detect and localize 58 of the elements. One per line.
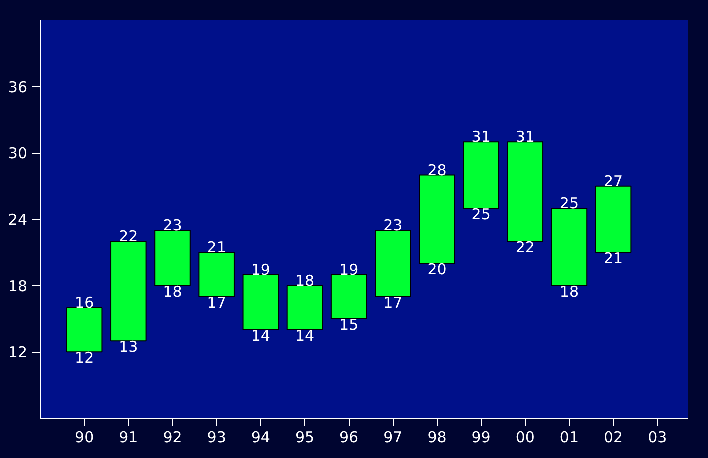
- x-tick-label: 91: [119, 428, 138, 446]
- x-tick-label: 97: [384, 428, 403, 446]
- annotation: 23: [384, 216, 403, 235]
- annotation: 23: [163, 216, 182, 235]
- bar: [286, 285, 324, 331]
- x-tick-label: 96: [340, 428, 359, 446]
- y-tick-label: 36: [8, 78, 28, 96]
- x-tick-label: 01: [560, 428, 580, 446]
- annotation: 14: [251, 327, 270, 346]
- x-tick-label: 98: [428, 428, 447, 446]
- annotation: 18: [560, 282, 580, 301]
- annotation: 15: [340, 316, 359, 334]
- annotation: 21: [604, 250, 624, 268]
- annotation: 31: [516, 128, 535, 146]
- bar: [154, 230, 191, 286]
- x-tick-label: 99: [472, 428, 491, 446]
- annotation: 17: [384, 294, 403, 312]
- annotation: 22: [119, 228, 138, 246]
- annotation: 27: [604, 172, 624, 190]
- y-tick-label: 24: [8, 211, 28, 229]
- annotation: 19: [251, 260, 270, 279]
- annotation: 25: [472, 205, 491, 224]
- annotation: 14: [295, 327, 315, 346]
- bar: [595, 186, 632, 254]
- x-tick-label: 03: [648, 428, 668, 446]
- annotation: 18: [295, 272, 315, 290]
- annotation: 13: [119, 338, 138, 356]
- x-tick-label: 90: [75, 428, 94, 446]
- annotation: 12: [75, 349, 94, 368]
- bar: [419, 174, 456, 264]
- bar: [551, 208, 588, 286]
- annotation: 18: [163, 282, 182, 301]
- x-tick-label: 93: [207, 428, 226, 446]
- x-tick-label: 00: [516, 428, 535, 446]
- annotation: 28: [428, 161, 447, 180]
- bar: [507, 142, 544, 242]
- x-tick-label: 95: [295, 428, 315, 446]
- annotation: 25: [560, 194, 580, 212]
- y-tick-label: 30: [8, 144, 28, 163]
- bar: [66, 307, 103, 353]
- annotation: 16: [75, 294, 94, 312]
- bar: [110, 241, 147, 342]
- x-tick-label: 02: [604, 428, 624, 446]
- annotation: 17: [207, 294, 226, 312]
- x-tick-label: 92: [163, 428, 182, 446]
- annotation: 21: [207, 238, 226, 257]
- bar: [242, 274, 280, 331]
- annotation: 22: [516, 238, 535, 257]
- bar: [330, 274, 368, 320]
- x-tick-label: 94: [251, 428, 270, 446]
- bar: [375, 230, 412, 298]
- y-tick-label: 18: [8, 277, 28, 296]
- annotation: 20: [428, 260, 447, 279]
- bar: [198, 252, 235, 298]
- annotation: 19: [340, 260, 359, 279]
- y-tick-label: 12: [8, 344, 28, 362]
- annotation: 31: [472, 128, 491, 146]
- bar: [463, 142, 500, 209]
